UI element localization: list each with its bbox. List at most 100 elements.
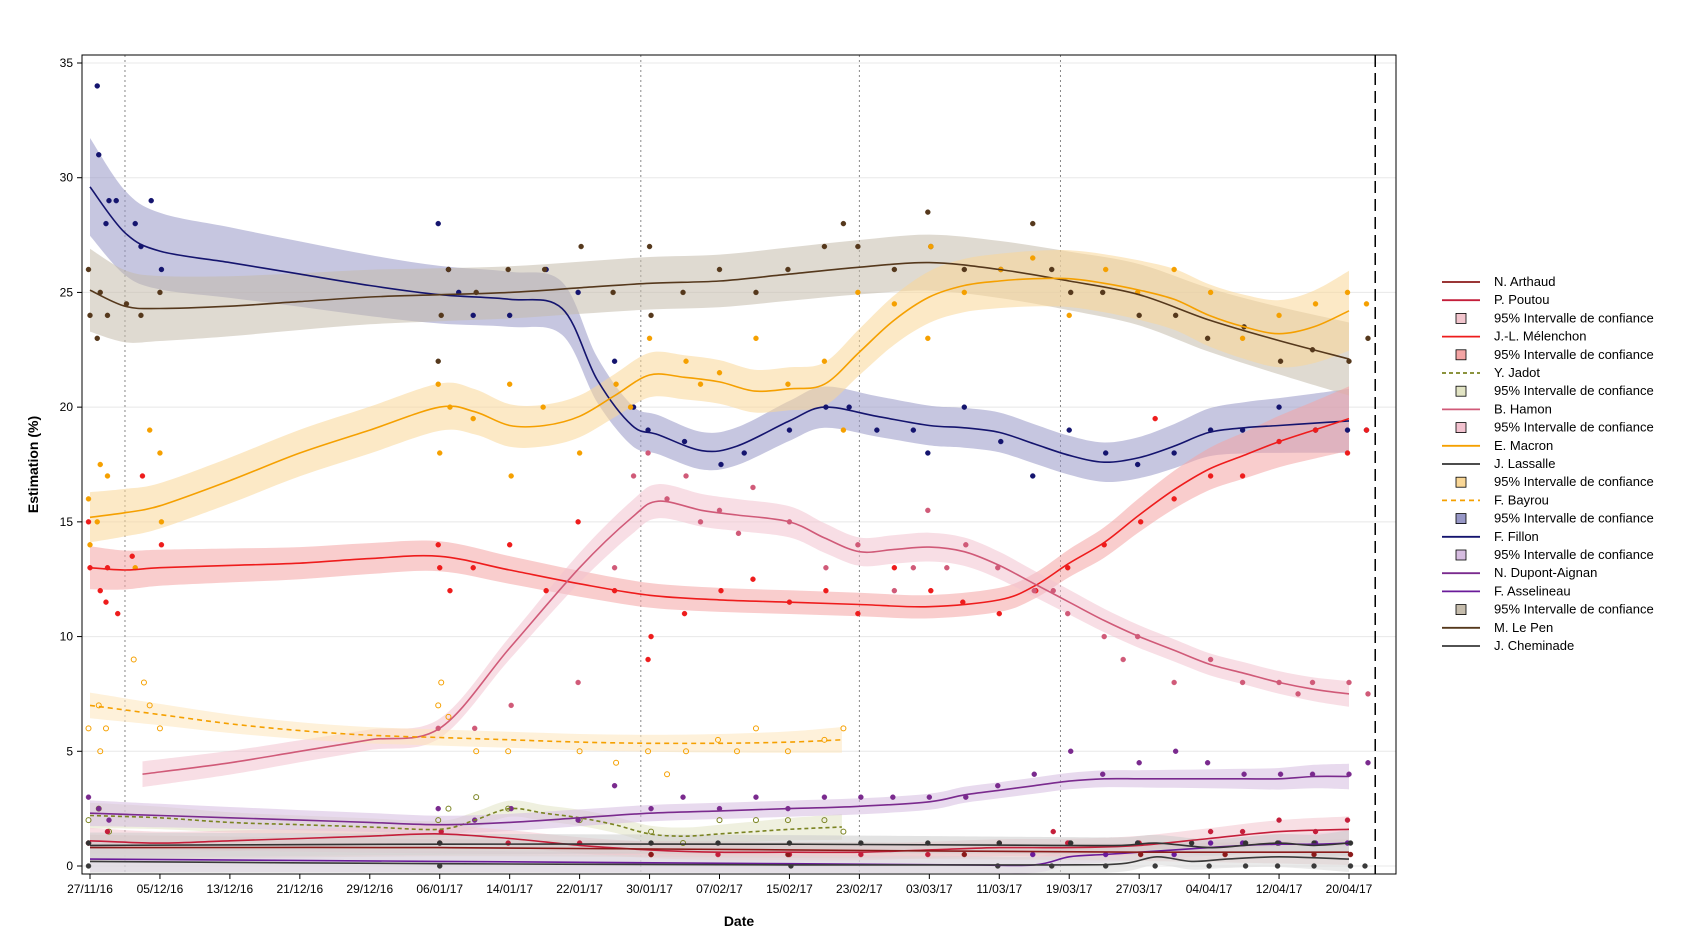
point-f-fillon [113, 197, 119, 204]
legend-label: P. Poutou [1494, 292, 1549, 307]
x-tick-label: 27/11/16 [67, 882, 113, 896]
point-n-dupont-aignan [821, 794, 828, 800]
x-tick-label: 15/02/17 [766, 882, 813, 896]
legend-item: F. Asselineau [1442, 583, 1571, 598]
point-f-fillon [718, 461, 724, 468]
point-j-l-m-lenchon [103, 599, 109, 605]
point-m-le-pen [925, 209, 931, 215]
point-e-macron [97, 461, 103, 468]
point-b-hamon [645, 450, 651, 456]
x-tick-label: 27/03/17 [1116, 882, 1163, 896]
point-f-asselineau [1030, 851, 1036, 858]
point-e-macron [1207, 289, 1214, 296]
point-b-hamon [1171, 679, 1177, 686]
point-m-le-pen [138, 312, 144, 319]
point-e-macron [1344, 289, 1351, 296]
point-e-macron [157, 450, 163, 456]
point-f-bayrou [140, 679, 147, 686]
point-m-le-pen [85, 266, 92, 273]
legend-item: P. Poutou [1442, 292, 1549, 307]
point-n-dupont-aignan [85, 794, 92, 800]
point-j-cheminade [1362, 863, 1368, 869]
point-j-l-m-lenchon [129, 553, 135, 559]
legend-box-swatch [1455, 476, 1467, 488]
point-b-hamon [750, 484, 756, 491]
legend-label: 95% Intervalle de confiance [1494, 347, 1654, 362]
point-j-l-m-lenchon [506, 542, 513, 548]
point-f-fillon [435, 220, 441, 227]
legend-item: 95% Intervalle de confiance [1455, 602, 1654, 617]
point-e-macron [683, 358, 689, 364]
y-tick-label: 25 [60, 285, 74, 299]
point-j-cheminade [1347, 863, 1354, 869]
point-y-jadot [840, 828, 847, 835]
legend-item: B. Hamon [1442, 401, 1552, 416]
point-f-fillon [998, 438, 1004, 445]
point-j-l-m-lenchon [750, 576, 756, 582]
point-e-macron [613, 381, 619, 387]
point-j-l-m-lenchon [1363, 427, 1370, 433]
point-e-macron [104, 473, 111, 479]
point-j-l-m-lenchon [823, 587, 829, 594]
point-b-hamon [664, 496, 670, 502]
y-tick-label: 20 [60, 400, 74, 414]
point-b-hamon [697, 519, 704, 525]
poll-points [85, 83, 1371, 869]
point-y-jadot [784, 817, 791, 824]
point-m-le-pen [1099, 289, 1106, 296]
point-m-le-pen [157, 289, 163, 296]
point-j-cheminade [85, 863, 92, 869]
point-m-le-pen [87, 312, 93, 319]
point-j-l-m-lenchon [1344, 450, 1351, 456]
point-j-l-m-lenchon [681, 610, 688, 617]
point-f-bayrou [505, 748, 512, 755]
point-e-macron [627, 404, 634, 410]
point-f-bayrou [146, 702, 153, 709]
point-b-hamon [575, 679, 581, 686]
point-j-l-m-lenchon [575, 519, 581, 525]
line-p-poutou [89, 828, 1350, 854]
point-n-arthaud [1347, 851, 1354, 858]
point-p-poutou [1276, 817, 1282, 823]
y-tick-label: 10 [60, 630, 74, 644]
legend-label: F. Asselineau [1494, 583, 1571, 598]
point-e-macron [891, 301, 898, 307]
point-m-le-pen [1204, 335, 1211, 342]
point-f-bayrou [613, 759, 620, 766]
legend-item: Y. Jadot [1442, 365, 1540, 380]
x-tick-label: 03/03/17 [906, 882, 953, 896]
legend-label: J.-L. Mélenchon [1494, 329, 1587, 344]
point-j-l-m-lenchon [1171, 496, 1177, 502]
point-b-hamon [855, 542, 861, 548]
point-j-cheminade [1274, 863, 1281, 869]
legend-item: 95% Intervalle de confiance [1455, 420, 1654, 435]
legend-label: 95% Intervalle de confiance [1494, 420, 1654, 435]
point-y-jadot [716, 817, 723, 824]
y-tick-label: 15 [60, 515, 74, 529]
legend-label: M. Le Pen [1494, 620, 1553, 635]
point-e-macron [87, 542, 93, 548]
point-m-le-pen [1172, 312, 1179, 319]
point-f-bayrou [102, 725, 109, 732]
band-n-dupont-aignan [90, 763, 1349, 834]
x-tick-label: 30/01/17 [626, 882, 673, 896]
legend-box-swatch [1455, 513, 1467, 524]
point-f-fillon [1171, 450, 1177, 456]
point-m-le-pen [610, 289, 616, 296]
point-n-dupont-aignan [1136, 760, 1142, 766]
point-f-fillon [874, 427, 880, 433]
point-n-dupont-aignan [753, 794, 759, 800]
point-j-l-m-lenchon [645, 656, 651, 663]
point-n-dupont-aignan [1365, 760, 1371, 766]
point-n-dupont-aignan [995, 783, 1001, 789]
x-tick-label: 12/04/17 [1256, 882, 1303, 896]
point-e-macron [470, 415, 476, 422]
point-m-le-pen [505, 266, 511, 273]
point-f-bayrou [840, 725, 847, 732]
point-p-poutou [925, 851, 931, 858]
legend-box-swatch [1455, 385, 1467, 397]
point-b-hamon [823, 565, 829, 571]
point-m-le-pen [578, 243, 584, 250]
line-f-fillon [89, 186, 1350, 464]
